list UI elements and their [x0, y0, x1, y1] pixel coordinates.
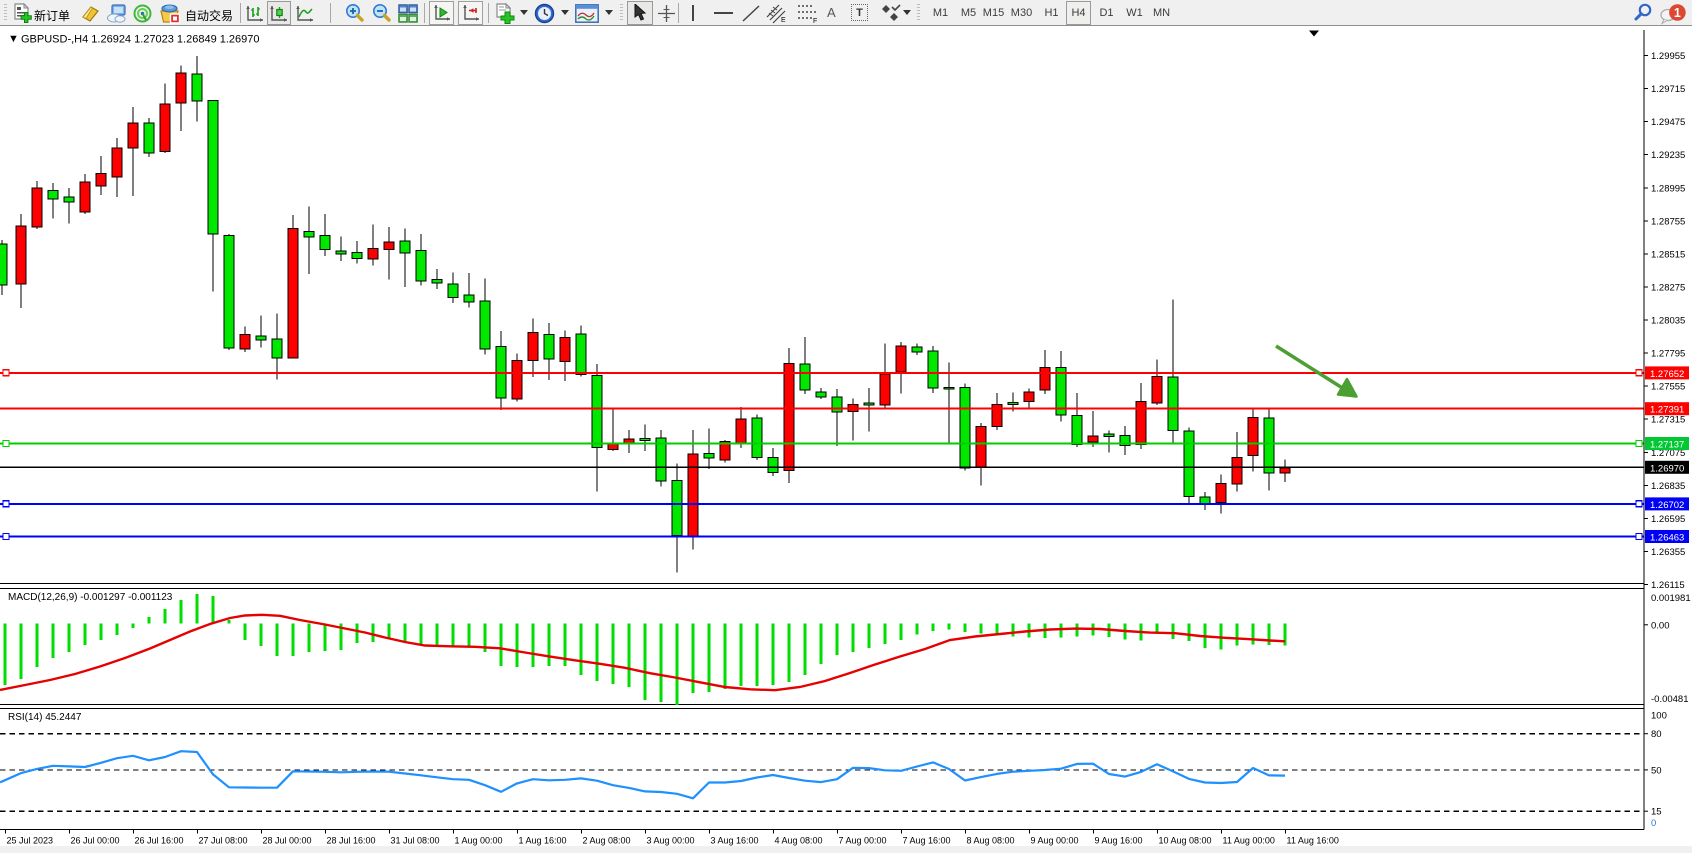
svg-text:1.27555: 1.27555 [1651, 382, 1685, 393]
svg-text:1.27795: 1.27795 [1651, 349, 1685, 360]
svg-text:28 Jul 00:00: 28 Jul 00:00 [263, 836, 312, 846]
svg-text:1.26463: 1.26463 [1650, 533, 1684, 544]
svg-text:31 Jul 08:00: 31 Jul 08:00 [391, 836, 440, 846]
svg-text:RSI(14) 45.2447: RSI(14) 45.2447 [8, 712, 82, 723]
svg-text:1.28755: 1.28755 [1651, 216, 1685, 227]
svg-text:1.29475: 1.29475 [1651, 117, 1685, 128]
svg-text:3 Aug 00:00: 3 Aug 00:00 [647, 836, 695, 846]
svg-text:11 Aug 16:00: 11 Aug 16:00 [1287, 836, 1339, 846]
svg-text:26 Jul 00:00: 26 Jul 00:00 [71, 836, 120, 846]
svg-text:50: 50 [1651, 765, 1662, 776]
svg-text:E: E [781, 17, 786, 24]
svg-text:MACD(12,26,9) -0.001297 -0.001: MACD(12,26,9) -0.001297 -0.001123 [8, 592, 173, 603]
svg-text:100: 100 [1651, 711, 1667, 722]
svg-text:1.26702: 1.26702 [1650, 500, 1684, 511]
svg-text:1: 1 [1674, 6, 1681, 20]
svg-text:26 Jul 16:00: 26 Jul 16:00 [135, 836, 184, 846]
svg-text:1.28275: 1.28275 [1651, 283, 1685, 294]
svg-text:1.27652: 1.27652 [1650, 369, 1684, 380]
svg-text:1 Aug 00:00: 1 Aug 00:00 [455, 836, 503, 846]
svg-text:25 Jul 2023: 25 Jul 2023 [7, 836, 54, 846]
svg-text:1.26970: 1.26970 [1650, 463, 1684, 474]
svg-text:80: 80 [1651, 729, 1662, 740]
svg-text:1.26115: 1.26115 [1651, 580, 1685, 591]
svg-text:0: 0 [1651, 818, 1656, 829]
svg-text:0.001981: 0.001981 [1651, 593, 1691, 604]
svg-text:27 Jul 08:00: 27 Jul 08:00 [199, 836, 248, 846]
svg-text:10 Aug 08:00: 10 Aug 08:00 [1159, 836, 1212, 846]
svg-text:4 Aug 08:00: 4 Aug 08:00 [775, 836, 823, 846]
svg-text:▼: ▼ [8, 33, 19, 45]
svg-text:1.26835: 1.26835 [1651, 481, 1685, 492]
svg-text:9 Aug 00:00: 9 Aug 00:00 [1031, 836, 1079, 846]
svg-text:0.00: 0.00 [1651, 620, 1670, 631]
svg-text:1.29955: 1.29955 [1651, 51, 1685, 62]
svg-text:1.26355: 1.26355 [1651, 547, 1685, 558]
svg-text:GBPUSD-,H4 1.26924 1.27023 1.: GBPUSD-,H4 1.26924 1.27023 1.26849 1.269… [21, 34, 260, 46]
svg-text:1.27075: 1.27075 [1651, 448, 1685, 459]
svg-text:7 Aug 16:00: 7 Aug 16:00 [903, 836, 951, 846]
svg-text:9 Aug 16:00: 9 Aug 16:00 [1095, 836, 1143, 846]
svg-text:1.29715: 1.29715 [1651, 84, 1685, 95]
svg-text:15: 15 [1651, 807, 1662, 818]
svg-text:1.26595: 1.26595 [1651, 514, 1685, 525]
svg-text:8 Aug 08:00: 8 Aug 08:00 [967, 836, 1015, 846]
svg-text:7 Aug 00:00: 7 Aug 00:00 [839, 836, 887, 846]
svg-text:1.27315: 1.27315 [1651, 415, 1685, 426]
svg-text:2 Aug 08:00: 2 Aug 08:00 [583, 836, 631, 846]
svg-text:1.27137: 1.27137 [1650, 440, 1684, 451]
svg-text:3 Aug 16:00: 3 Aug 16:00 [711, 836, 759, 846]
svg-text:1.28035: 1.28035 [1651, 316, 1685, 327]
svg-text:1 Aug 16:00: 1 Aug 16:00 [519, 836, 567, 846]
svg-text:1.28995: 1.28995 [1651, 183, 1685, 194]
svg-text:-0.00481: -0.00481 [1651, 694, 1689, 705]
svg-text:1.28515: 1.28515 [1651, 249, 1685, 260]
svg-text:1.29235: 1.29235 [1651, 150, 1685, 161]
svg-text:11 Aug 00:00: 11 Aug 00:00 [1223, 836, 1275, 846]
svg-text:28 Jul 16:00: 28 Jul 16:00 [327, 836, 376, 846]
svg-text:1.27391: 1.27391 [1650, 405, 1684, 416]
svg-text:F: F [813, 18, 817, 24]
